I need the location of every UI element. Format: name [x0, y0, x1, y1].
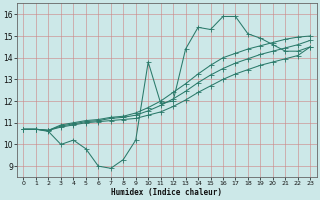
X-axis label: Humidex (Indice chaleur): Humidex (Indice chaleur) [111, 188, 222, 197]
